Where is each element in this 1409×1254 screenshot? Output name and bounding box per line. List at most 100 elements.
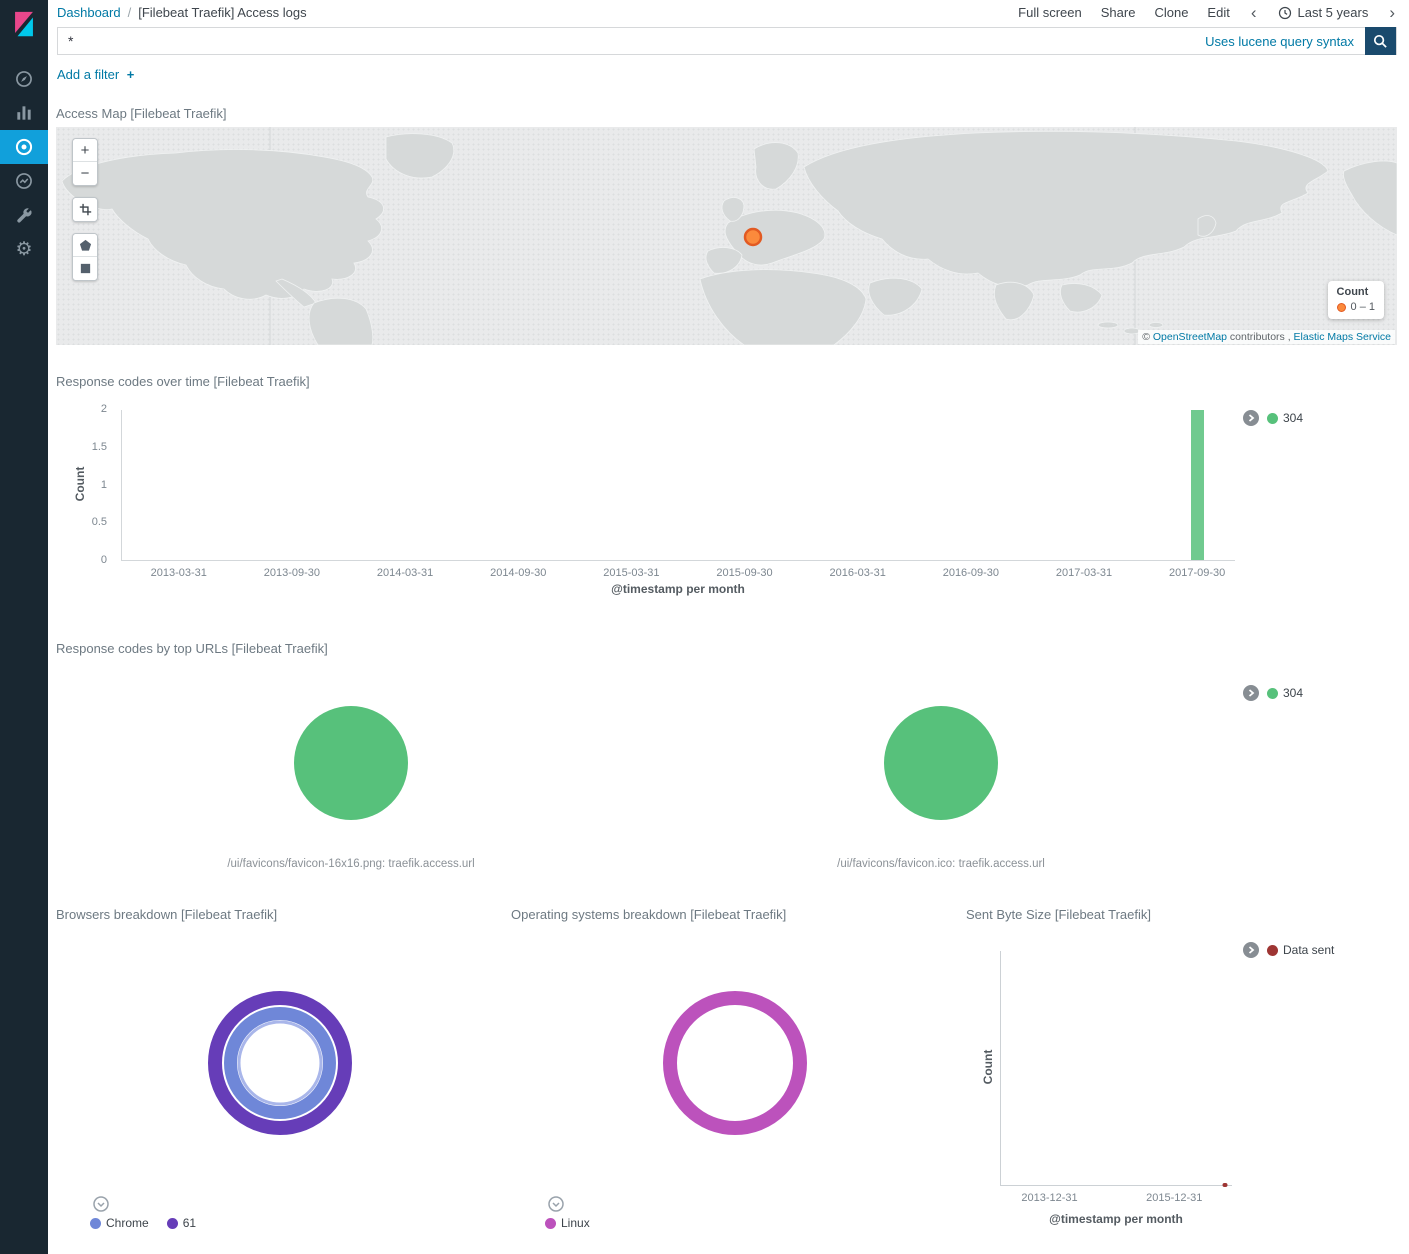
panel-title-top-urls: Response codes by top URLs [Filebeat Tra…: [56, 641, 328, 656]
full-screen-button[interactable]: Full screen: [1018, 5, 1082, 20]
kibana-logo[interactable]: [0, 0, 48, 48]
x-tick-label: 2014-03-31: [376, 567, 434, 579]
filter-bar: Add a filter +: [48, 55, 1409, 92]
legend-toggle-icon[interactable]: [1243, 410, 1259, 426]
panel-title-sent-byte-size: Sent Byte Size [Filebeat Traefik]: [966, 907, 1151, 922]
sidebar-item-discover[interactable]: [0, 62, 48, 96]
legend-toggle-icon[interactable]: [1243, 685, 1259, 701]
panel-os-breakdown: Operating systems breakdown [Filebeat Tr…: [511, 901, 958, 1250]
x-axis-title: @timestamp per month: [611, 582, 745, 596]
map-legend: Count 0 – 1: [1327, 281, 1384, 319]
legend-collapse-icon[interactable]: [548, 1196, 564, 1212]
edit-button[interactable]: Edit: [1207, 5, 1230, 20]
legend-item[interactable]: Chrome: [90, 1216, 149, 1230]
legend-item[interactable]: 304: [1267, 411, 1303, 425]
browsers-donut: [207, 991, 352, 1135]
y-tick-label: 1: [100, 478, 107, 491]
elastic-maps-service-link[interactable]: Elastic Maps Service: [1293, 331, 1391, 343]
bar-304[interactable]: [1190, 410, 1204, 560]
sidebar-item-dev-tools[interactable]: [0, 198, 48, 232]
map-fit-data-bounds-button[interactable]: [73, 198, 97, 221]
map-zoom-in-button[interactable]: +: [73, 139, 97, 162]
global-nav: ⚙: [0, 0, 48, 1254]
time-picker-button[interactable]: Last 5 years: [1278, 5, 1368, 20]
pie-legend: 304: [1243, 685, 1303, 701]
rectangle-icon: [80, 263, 90, 274]
breadcrumb-dashboard-link[interactable]: Dashboard: [57, 5, 121, 20]
attribution-copyright: ©: [1142, 331, 1153, 343]
x-tick-label: 2015-12-31: [1146, 1192, 1203, 1204]
breadcrumb-current: [Filebeat Traefik] Access logs: [138, 5, 307, 20]
map-draw-group: [72, 233, 98, 281]
map-legend-item: 0 – 1: [1336, 301, 1375, 313]
legend-collapse-icon[interactable]: [93, 1196, 109, 1212]
map-marker[interactable]: [743, 227, 763, 247]
x-tick-label: 2015-03-31: [603, 567, 660, 579]
timelion-icon: [16, 173, 32, 189]
pie-split-cell: /ui/favicons/favicon-16x16.png: traefik.…: [56, 706, 646, 870]
time-step-back-icon[interactable]: ‹: [1250, 3, 1257, 22]
donut-ring-Linux[interactable]: [662, 991, 807, 1135]
y-tick-label: 1.5: [91, 440, 107, 453]
map-fit-group: [72, 197, 98, 222]
add-filter-link[interactable]: Add a filter: [57, 67, 120, 82]
map-zoom-out-button[interactable]: −: [73, 162, 97, 185]
x-tick-label: 2014-09-30: [490, 567, 547, 579]
map-legend-title: Count: [1336, 286, 1369, 298]
dashboard-toolbar: Full screen Share Clone Edit ‹ Last 5 ye…: [1018, 4, 1397, 21]
legend-label: Chrome: [106, 1216, 149, 1230]
legend-item[interactable]: Linux: [545, 1216, 590, 1230]
rc-plot: 2013-03-31 2013-09-30 2014-03-31 2014-09-30…: [121, 410, 1235, 579]
compass-icon: [16, 71, 32, 87]
panel-title-os: Operating systems breakdown [Filebeat Tr…: [511, 907, 787, 922]
sbs-plot: 2013-12-31 2015-12-31: [1000, 951, 1232, 1204]
pie-slice-304[interactable]: [294, 706, 408, 820]
donut-ring-inner-accent[interactable]: [237, 1020, 322, 1106]
pie-split-label: /ui/favicons/favicon.ico: traefik.access…: [837, 858, 1045, 870]
search-button[interactable]: [1365, 27, 1396, 55]
breadcrumb-separator: /: [127, 5, 132, 20]
map-draw-rectangle-button[interactable]: [73, 257, 97, 280]
donut-ring-61[interactable]: [207, 991, 352, 1135]
sidebar-item-management[interactable]: ⚙: [0, 232, 48, 266]
top-nav: Dashboard / [Filebeat Traefik] Access lo…: [48, 0, 1409, 25]
legend-swatch: [1267, 944, 1278, 956]
query-input[interactable]: [58, 33, 1206, 49]
time-step-forward-icon[interactable]: ›: [1389, 3, 1395, 22]
share-button[interactable]: Share: [1100, 5, 1136, 20]
app-nav-list: ⚙: [0, 62, 48, 266]
openstreetmap-link[interactable]: OpenStreetMap: [1152, 331, 1228, 343]
lucene-syntax-link[interactable]: Uses lucene query syntax: [1205, 33, 1354, 49]
legend-toggle-icon[interactable]: [1243, 942, 1259, 958]
legend-swatch: [545, 1217, 556, 1229]
legend-item[interactable]: Data sent: [1267, 943, 1334, 957]
map-canvas[interactable]: + −: [56, 127, 1397, 345]
panel-title-access-map: Access Map [Filebeat Traefik]: [56, 106, 227, 121]
add-filter-plus-icon[interactable]: +: [126, 67, 135, 82]
legend-swatch: [1267, 412, 1278, 424]
polygon-icon: [79, 239, 91, 251]
sidebar-item-visualize[interactable]: [0, 96, 48, 130]
x-tick-label: 2016-09-30: [942, 567, 999, 579]
legend-item[interactable]: 61: [166, 1216, 196, 1230]
dashboard-icon: [15, 138, 33, 156]
map-draw-polygon-button[interactable]: [73, 234, 97, 257]
pie-slice-304[interactable]: [884, 706, 998, 820]
bar-chart-icon: [17, 106, 31, 120]
clock-icon: [1278, 6, 1291, 19]
legend-label: Data sent: [1283, 943, 1335, 957]
main-content: Dashboard / [Filebeat Traefik] Access lo…: [48, 0, 1409, 1254]
sidebar-item-dashboard[interactable]: [0, 130, 48, 164]
x-tick-label: 2017-09-30: [1169, 567, 1226, 579]
donut-ring-Chrome[interactable]: [223, 1007, 336, 1119]
sbs-data-mark[interactable]: [1222, 1183, 1228, 1187]
clone-button[interactable]: Clone: [1154, 5, 1189, 20]
map-controls: + −: [72, 138, 98, 281]
x-tick-label: 2013-12-31: [1021, 1192, 1078, 1204]
panel-response-codes-by-top-urls: Response codes by top URLs [Filebeat Tra…: [56, 606, 1397, 870]
sidebar-item-timelion[interactable]: [0, 164, 48, 198]
legend-item[interactable]: 304: [1267, 686, 1303, 700]
dashboard-grid: Access Map [Filebeat Traefik]: [48, 92, 1409, 1250]
legend-label: 304: [1283, 411, 1304, 425]
